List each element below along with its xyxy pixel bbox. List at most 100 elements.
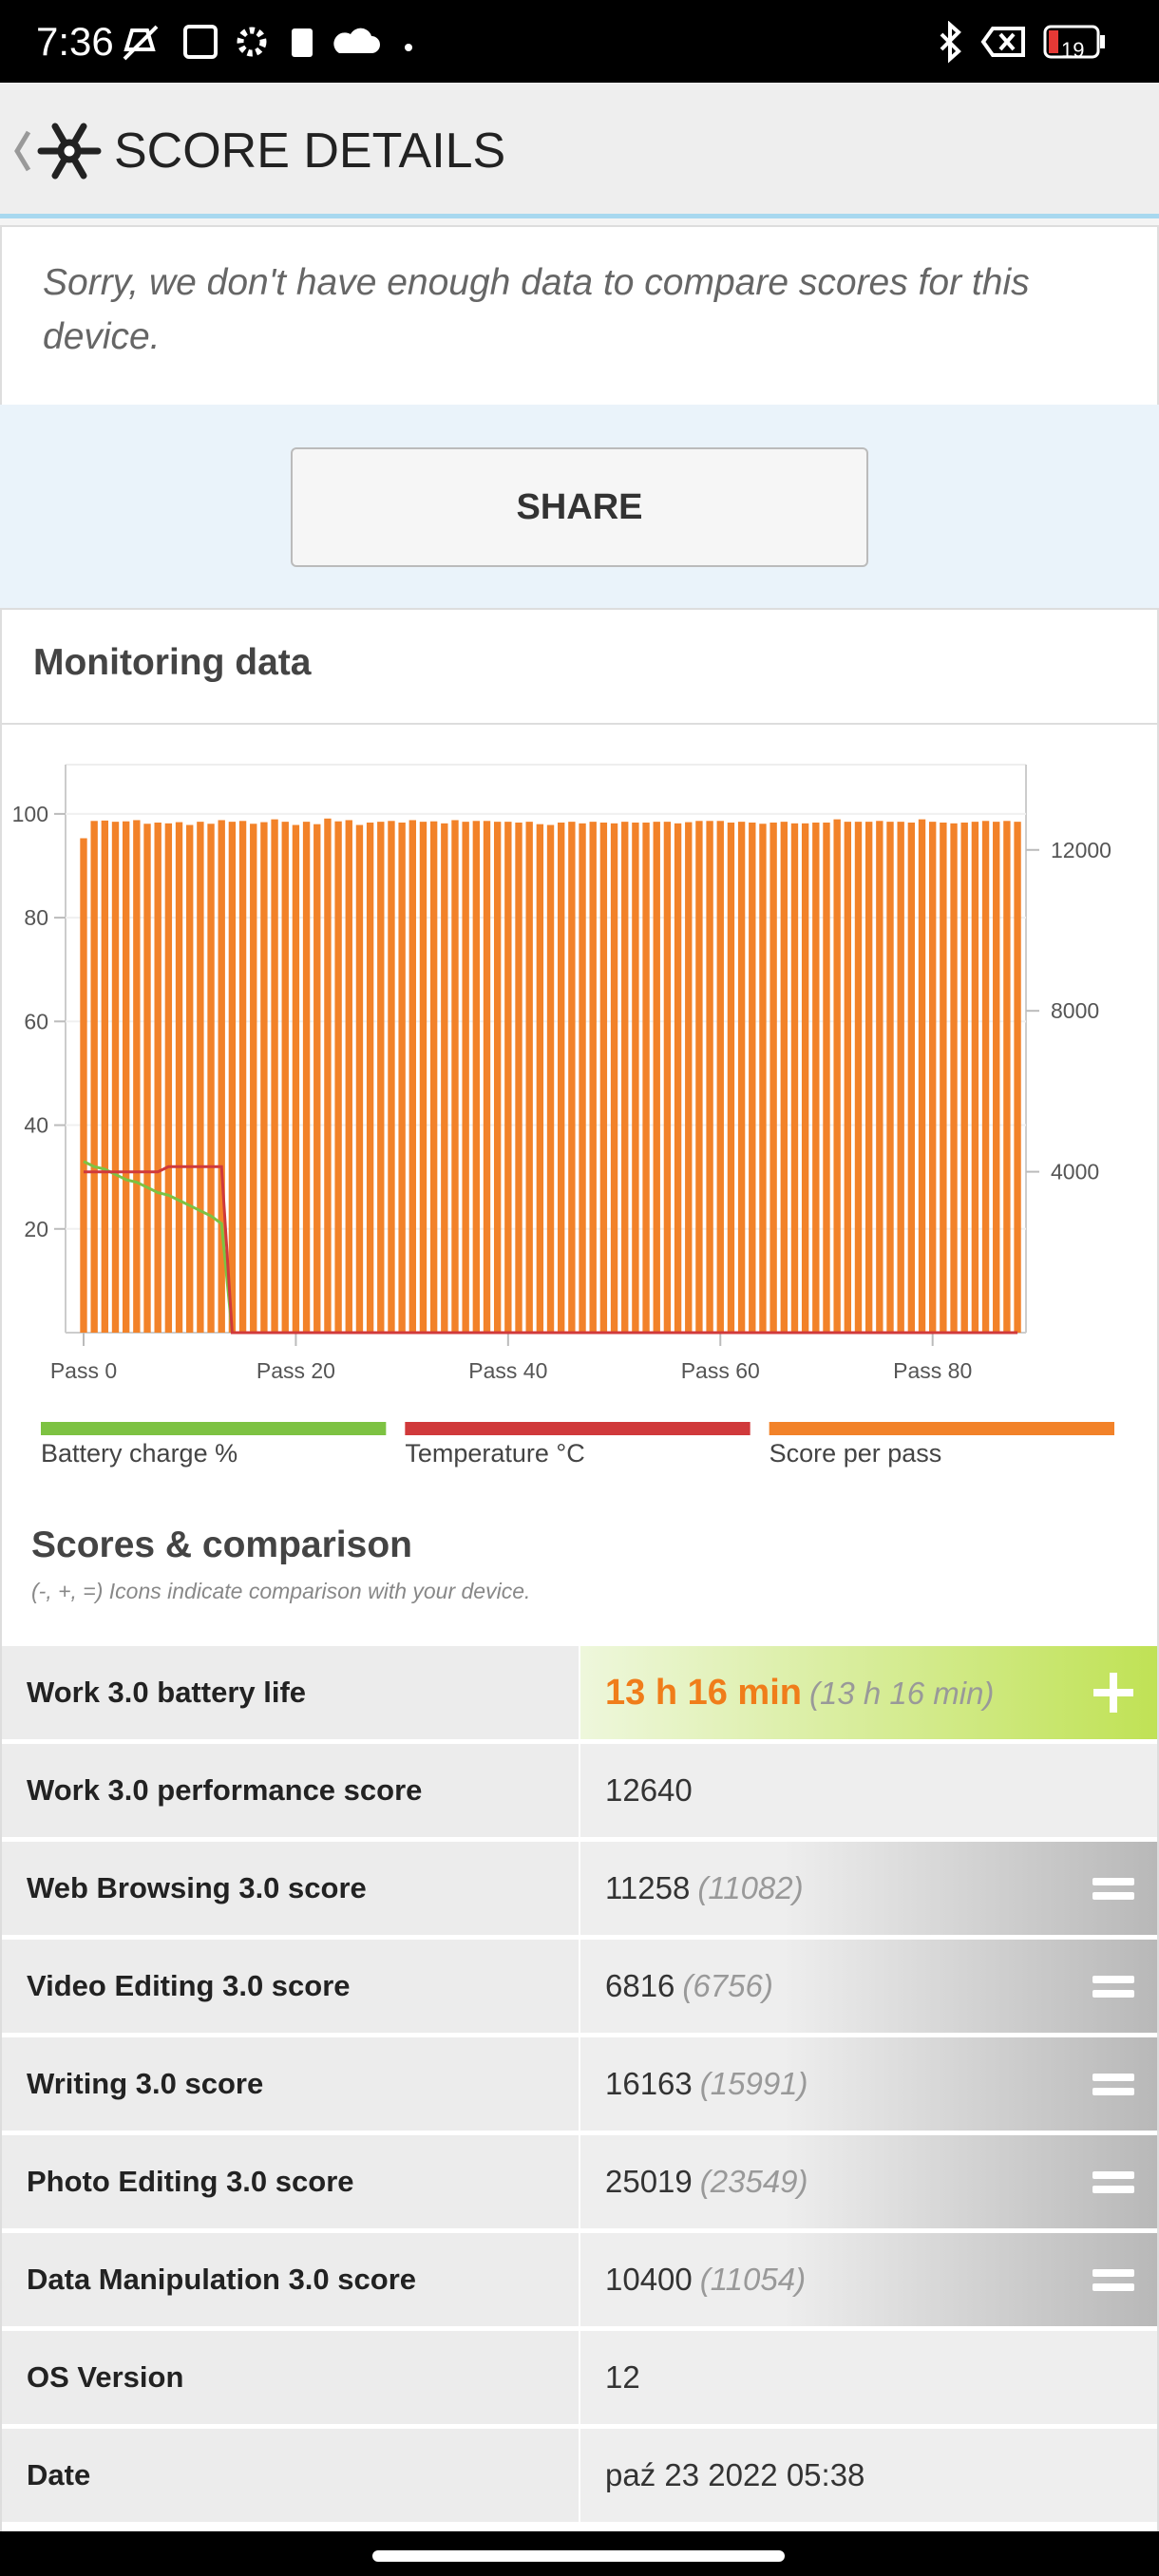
equal-icon [1092, 1878, 1134, 1900]
value: 6816 [605, 1968, 675, 2003]
row-label: Web Browsing 3.0 score [27, 1871, 367, 1904]
row-label: Video Editing 3.0 score [27, 1969, 351, 2002]
score-row: Photo Editing 3.0 score 25019 (23549) [2, 2135, 1157, 2228]
score-row: Video Editing 3.0 score 6816 (6756) [2, 1940, 1157, 2033]
bar [419, 822, 428, 1333]
row-value-cell: 10400 (11054) [580, 2233, 1157, 2326]
bar [515, 822, 522, 1333]
x-tick-label: Pass 60 [681, 1358, 760, 1383]
back-icon[interactable] [8, 123, 103, 189]
bar [260, 822, 268, 1333]
x-tick-label: Pass 80 [893, 1358, 972, 1383]
bar [111, 822, 120, 1333]
plus-icon [1093, 1673, 1133, 1713]
bar [685, 822, 693, 1333]
bar [197, 822, 204, 1333]
share-button[interactable]: SHARE [291, 447, 868, 567]
bar [377, 822, 385, 1333]
score-row: Work 3.0 performance score 12640 [2, 1744, 1157, 1837]
bar [621, 822, 629, 1333]
row-value-cell: 12640 [580, 1744, 1157, 1837]
x-tick-label: Pass 20 [256, 1358, 335, 1383]
equal-icon [1092, 2269, 1134, 2291]
bar [493, 822, 502, 1333]
line [83, 1165, 1018, 1335]
comparison: (15991) [699, 2066, 808, 2101]
value: 11258 [605, 1870, 691, 1905]
bar [642, 822, 650, 1333]
score-row: Writing 3.0 score 16163 (15991) [2, 2037, 1157, 2131]
value: 10400 [605, 2262, 693, 2297]
row-label-cell: Photo Editing 3.0 score [2, 2135, 579, 2228]
section-note: (-, +, =) Icons indicate comparison with… [31, 1579, 531, 1603]
bar [302, 822, 311, 1333]
x-tick-label: Pass 0 [50, 1358, 117, 1383]
bar [579, 823, 586, 1333]
clock: 7:36 [36, 19, 114, 64]
bar [334, 821, 342, 1333]
bar [429, 821, 438, 1333]
row-label: Work 3.0 battery life [27, 1676, 307, 1709]
bar [929, 822, 937, 1333]
bar [133, 820, 141, 1333]
y-tick-label: 20 [24, 1217, 48, 1241]
bar [632, 822, 639, 1333]
row-label-cell: Date [2, 2429, 579, 2522]
bar [971, 822, 979, 1333]
bar [823, 822, 830, 1333]
score-row: Work 3.0 battery life 13 h 16 min (13 h 16… [2, 1646, 1157, 1739]
row-value-cell: 13 h 16 min (13 h 16 min) [580, 1646, 1157, 1739]
y-tick-label: 60 [24, 1009, 48, 1033]
row-value: paź 23 2022 05:38 [605, 2429, 864, 2522]
bar [897, 822, 904, 1333]
home-indicator[interactable] [372, 2550, 785, 2562]
bar [314, 824, 321, 1333]
bar [886, 822, 894, 1333]
row-value: 13 h 16 min (13 h 16 min) [605, 1646, 994, 1740]
bar [610, 823, 618, 1333]
bar [218, 820, 225, 1333]
bar [355, 824, 364, 1333]
y-tick-label: 40 [24, 1113, 48, 1138]
y2-tick-label: 12000 [1051, 838, 1112, 862]
bar [472, 821, 481, 1333]
y2-tick-label: 4000 [1051, 1160, 1099, 1184]
row-value-cell: 6816 (6756) [580, 1940, 1157, 2033]
status-bar: 7:36 19 [0, 0, 1159, 83]
bar [568, 822, 576, 1333]
comparison: (6756) [682, 1968, 773, 2003]
bar [101, 820, 109, 1333]
share-area: SHARE [0, 405, 1159, 608]
bar [716, 821, 724, 1333]
bar [801, 823, 809, 1333]
comparison: (11054) [699, 2262, 807, 2297]
bar [780, 822, 788, 1333]
bar [292, 824, 300, 1333]
bar [408, 820, 416, 1333]
row-value: 16163 (15991) [605, 2037, 808, 2131]
row-value: 12 [605, 2331, 640, 2424]
equal-icon [1092, 2074, 1134, 2095]
row-value: 12640 [605, 1744, 693, 1837]
bar [558, 822, 565, 1333]
legend-swatch [769, 1422, 1114, 1435]
row-value: 10400 (11054) [605, 2233, 806, 2326]
row-value: 25019 (23549) [605, 2135, 808, 2228]
notice-card: Sorry, we don't have enough data to comp… [0, 225, 1159, 407]
bar [546, 824, 555, 1333]
value: 13 h 16 min [605, 1673, 802, 1713]
bar [238, 821, 247, 1333]
bar [525, 822, 533, 1333]
section-title: Monitoring data [33, 642, 312, 683]
row-label: Writing 3.0 score [27, 2067, 264, 2100]
bar [536, 824, 544, 1333]
bar [143, 824, 151, 1333]
row-label-cell: Web Browsing 3.0 score [2, 1842, 579, 1935]
icon-bar [1092, 2186, 1134, 2193]
header-title: SCORE DETAILS [114, 123, 506, 179]
icon-bar [1092, 2283, 1134, 2291]
row-value-cell: 25019 (23549) [580, 2135, 1157, 2228]
row-label: Photo Editing 3.0 score [27, 2165, 354, 2198]
row-label-cell: Work 3.0 performance score [2, 1744, 579, 1837]
legend-label: Score per pass [770, 1439, 942, 1468]
